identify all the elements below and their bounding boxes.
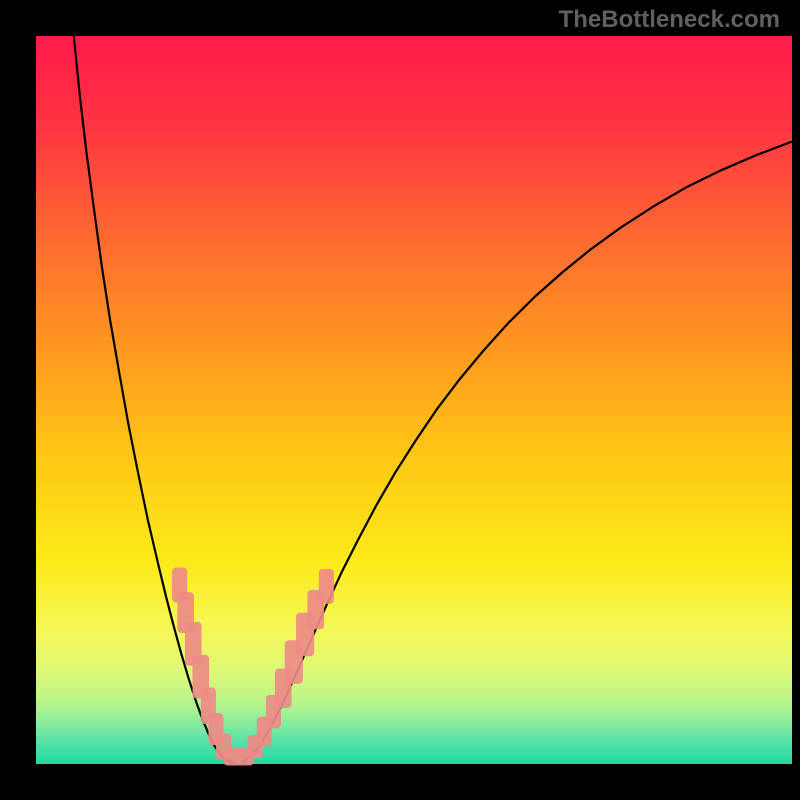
watermark-text: TheBottleneck.com [559, 6, 780, 34]
chart-container: TheBottleneck.com [0, 0, 800, 800]
data-marker [319, 569, 334, 604]
bottleneck-chart [0, 0, 800, 800]
plot-background [36, 36, 792, 764]
